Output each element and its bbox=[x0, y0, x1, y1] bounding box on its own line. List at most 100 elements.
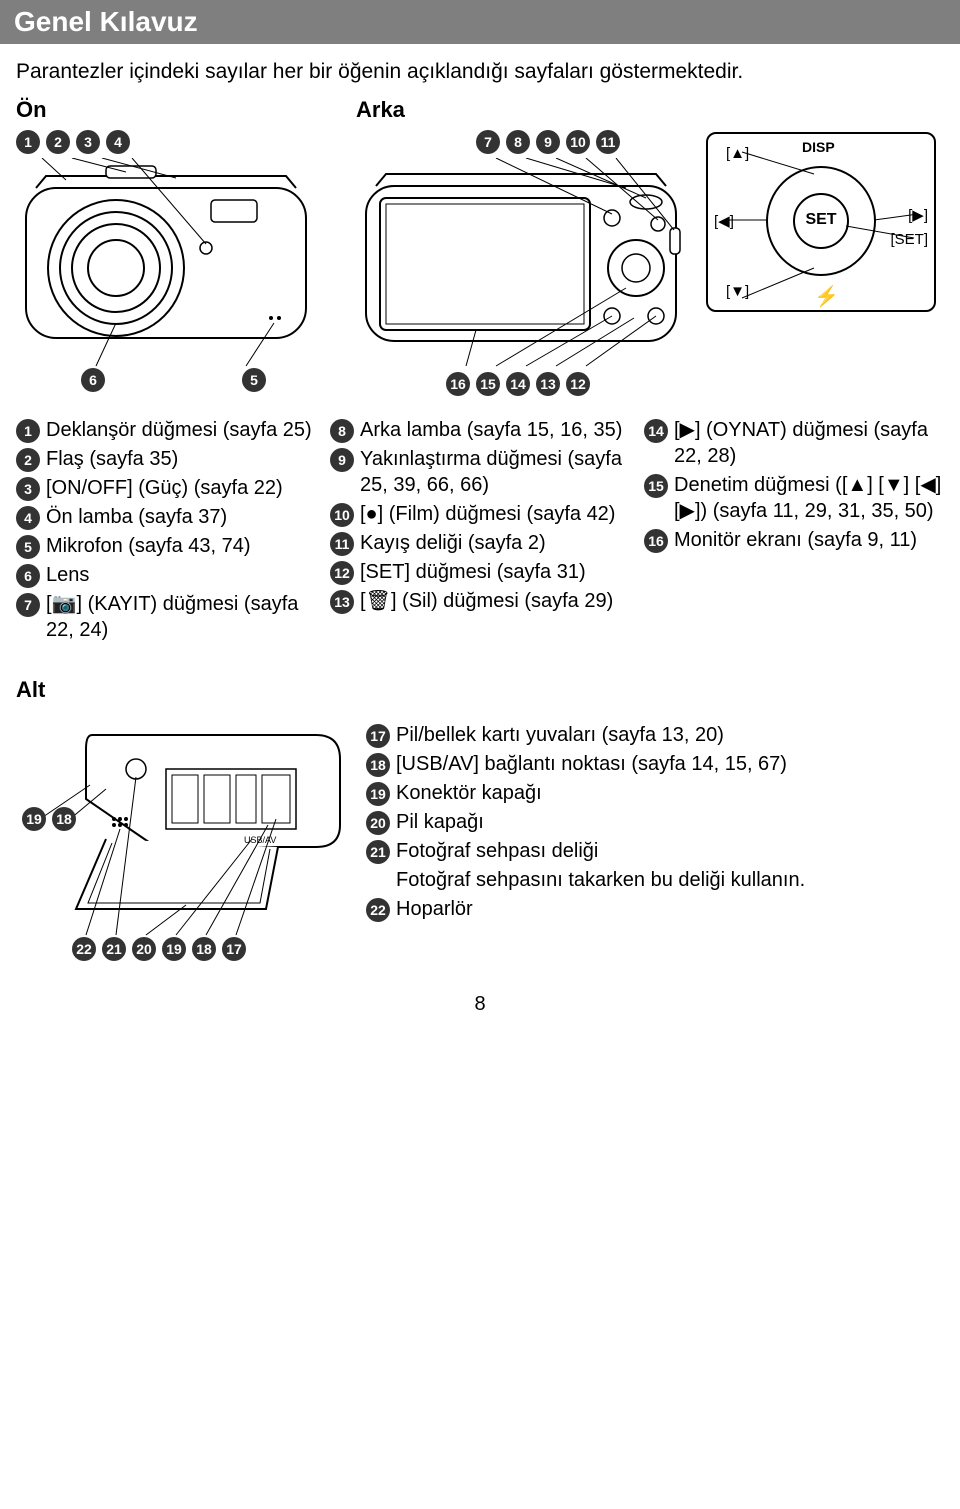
legend-item-9: 9Yakınlaştırma düğmesi (sayfa 25, 39, 66… bbox=[330, 446, 630, 498]
header-title: Genel Kılavuz bbox=[14, 6, 198, 37]
legend-item-18: 18[USB/AV] bağlantı noktası (sayfa 14, 1… bbox=[366, 751, 944, 777]
callout-badge-13: 13 bbox=[330, 590, 354, 614]
callout-badge-6: 6 bbox=[81, 368, 105, 392]
callout-badge-15: 15 bbox=[476, 372, 500, 396]
callout-badge-22: 22 bbox=[366, 898, 390, 922]
legend-item-1: 1Deklanşör düğmesi (sayfa 25) bbox=[16, 417, 316, 443]
legend-item-8: 8Arka lamba (sayfa 15, 16, 35) bbox=[330, 417, 630, 443]
legend-text-15: Denetim düğmesi ([▲] [▼] [◀] [▶]) (sayfa… bbox=[674, 472, 944, 524]
callout-badge-9: 9 bbox=[330, 448, 354, 472]
callout-badge-20: 20 bbox=[132, 937, 156, 961]
legend-item-5: 5Mikrofon (sayfa 43, 74) bbox=[16, 533, 316, 559]
alt-row: USB/AV 1918 222120191817 17Pil/bellek ka… bbox=[0, 709, 960, 961]
left-arrow-label: [◀] bbox=[714, 212, 734, 232]
legend-item-14: 14[▶] (OYNAT) düğmesi (sayfa 22, 28) bbox=[644, 417, 944, 469]
legend-text-16: Monitör ekranı (sayfa 9, 11) bbox=[674, 527, 917, 553]
callout-badge-6: 6 bbox=[16, 564, 40, 588]
legend-item-6: 6Lens bbox=[16, 562, 316, 588]
callout-badge-13: 13 bbox=[536, 372, 560, 396]
callout-badge-11: 11 bbox=[596, 130, 620, 154]
legend-text-18: [USB/AV] bağlantı noktası (sayfa 14, 15,… bbox=[396, 751, 787, 777]
intro-text: Parantezler içindeki sayılar her bir öğe… bbox=[0, 44, 960, 95]
callout-badge-20: 20 bbox=[366, 811, 390, 835]
legend-text-17: Pil/bellek kartı yuvaları (sayfa 13, 20) bbox=[396, 722, 724, 748]
callout-badge-17: 17 bbox=[222, 937, 246, 961]
callout-badge-7: 7 bbox=[476, 130, 500, 154]
alt-note: Fotoğraf sehpasını takarken bu deliği ku… bbox=[366, 867, 944, 893]
callout-badge-19: 19 bbox=[162, 937, 186, 961]
callout-badge-15: 15 bbox=[644, 474, 668, 498]
callout-badge-3: 3 bbox=[76, 130, 100, 154]
callout-badge-10: 10 bbox=[330, 503, 354, 527]
legend-text-8: Arka lamba (sayfa 15, 16, 35) bbox=[360, 417, 622, 443]
legend-text-10: [●] (Film) düğmesi (sayfa 42) bbox=[360, 501, 615, 527]
callout-badge-5: 5 bbox=[16, 535, 40, 559]
callout-badge-19: 19 bbox=[22, 807, 46, 831]
back-view: Arka 7891011 bbox=[356, 96, 686, 397]
flash-icon: ⚡ bbox=[814, 284, 839, 310]
legend-item-15: 15Denetim düğmesi ([▲] [▼] [◀] [▶]) (say… bbox=[644, 472, 944, 524]
callout-badge-21: 21 bbox=[102, 937, 126, 961]
legend-text-11: Kayış deliği (sayfa 2) bbox=[360, 530, 546, 556]
callout-badge-2: 2 bbox=[46, 130, 70, 154]
legend-col-3: 14[▶] (OYNAT) düğmesi (sayfa 22, 28)15De… bbox=[644, 414, 944, 646]
legend-columns: 1Deklanşör düğmesi (sayfa 25)2Flaş (sayf… bbox=[0, 396, 960, 656]
legend-col-1: 1Deklanşör düğmesi (sayfa 25)2Flaş (sayf… bbox=[16, 414, 316, 646]
legend-text-5: Mikrofon (sayfa 43, 74) bbox=[46, 533, 251, 559]
dpad-set-button: SET bbox=[793, 193, 849, 249]
front-bottom-badges: 65 bbox=[16, 368, 316, 392]
callout-badge-4: 4 bbox=[16, 506, 40, 530]
callout-badge-1: 1 bbox=[16, 419, 40, 443]
legend-text-13: [🗑] (Sil) düğmesi (sayfa 29) bbox=[360, 588, 613, 614]
legend-text-20: Pil kapağı bbox=[396, 809, 484, 835]
up-arrow-label: [▲] bbox=[726, 144, 749, 164]
legend-text-7: [📷] (KAYIT) düğmesi (sayfa 22, 24) bbox=[46, 591, 316, 643]
back-top-badges: 7891011 bbox=[356, 130, 686, 154]
legend-item-3: 3[ON/OFF] (Güç) (sayfa 22) bbox=[16, 475, 316, 501]
callout-badge-14: 14 bbox=[506, 372, 530, 396]
set-center-label: SET bbox=[805, 210, 836, 231]
front-diagram bbox=[16, 158, 316, 368]
control-pad-panel: DISP SET [▲] [◀] [▶] [▼] [SET] ⚡ bbox=[706, 132, 936, 312]
legend-item-17: 17Pil/bellek kartı yuvaları (sayfa 13, 2… bbox=[366, 722, 944, 748]
legend-text-6: Lens bbox=[46, 562, 89, 588]
alt-bottom-badges: 222120191817 bbox=[16, 937, 346, 961]
callout-badge-18: 18 bbox=[366, 753, 390, 777]
legend-col-2: 8Arka lamba (sayfa 15, 16, 35)9Yakınlaşt… bbox=[330, 414, 630, 646]
legend-text-19: Konektör kapağı bbox=[396, 780, 542, 806]
callout-badge-17: 17 bbox=[366, 724, 390, 748]
legend-text-9: Yakınlaştırma düğmesi (sayfa 25, 39, 66,… bbox=[360, 446, 630, 498]
legend-item-7: 7[📷] (KAYIT) düğmesi (sayfa 22, 24) bbox=[16, 591, 316, 643]
page-number: 8 bbox=[0, 961, 960, 1027]
legend-item-22: 22Hoparlör bbox=[366, 896, 944, 922]
callout-badge-9: 9 bbox=[536, 130, 560, 154]
legend-text-21: Fotoğraf sehpası deliği bbox=[396, 838, 598, 864]
front-top-badges: 1234 bbox=[16, 130, 316, 154]
callout-badge-12: 12 bbox=[330, 561, 354, 585]
alt-diagram: USB/AV 1918 222120191817 bbox=[16, 709, 346, 961]
callout-badge-18: 18 bbox=[52, 807, 76, 831]
legend-item-11: 11Kayış deliği (sayfa 2) bbox=[330, 530, 630, 556]
disp-label: DISP bbox=[802, 138, 835, 156]
callout-badge-8: 8 bbox=[330, 419, 354, 443]
callout-badge-18: 18 bbox=[192, 937, 216, 961]
set-bracket-label: [SET] bbox=[890, 230, 928, 250]
legend-item-16: 16Monitör ekranı (sayfa 9, 11) bbox=[644, 527, 944, 553]
legend-item-12: 12[SET] düğmesi (sayfa 31) bbox=[330, 559, 630, 585]
callout-badge-12: 12 bbox=[566, 372, 590, 396]
callout-badge-3: 3 bbox=[16, 477, 40, 501]
front-view: Ön 1234 bbox=[16, 96, 316, 397]
back-view-wrap: Arka 7891011 bbox=[356, 96, 936, 397]
page-header: Genel Kılavuz bbox=[0, 0, 960, 44]
legend-text-1: Deklanşör düğmesi (sayfa 25) bbox=[46, 417, 312, 443]
back-bottom-badges: 1615141312 bbox=[356, 372, 686, 396]
callout-badge-1: 1 bbox=[16, 130, 40, 154]
legend-text-12: [SET] düğmesi (sayfa 31) bbox=[360, 559, 586, 585]
callout-badge-7: 7 bbox=[16, 593, 40, 617]
legend-text-4: Ön lamba (sayfa 37) bbox=[46, 504, 227, 530]
alt-label: Alt bbox=[0, 656, 960, 709]
callout-badge-5: 5 bbox=[242, 368, 266, 392]
legend-item-10: 10[●] (Film) düğmesi (sayfa 42) bbox=[330, 501, 630, 527]
legend-text-3: [ON/OFF] (Güç) (sayfa 22) bbox=[46, 475, 283, 501]
callout-badge-10: 10 bbox=[566, 130, 590, 154]
